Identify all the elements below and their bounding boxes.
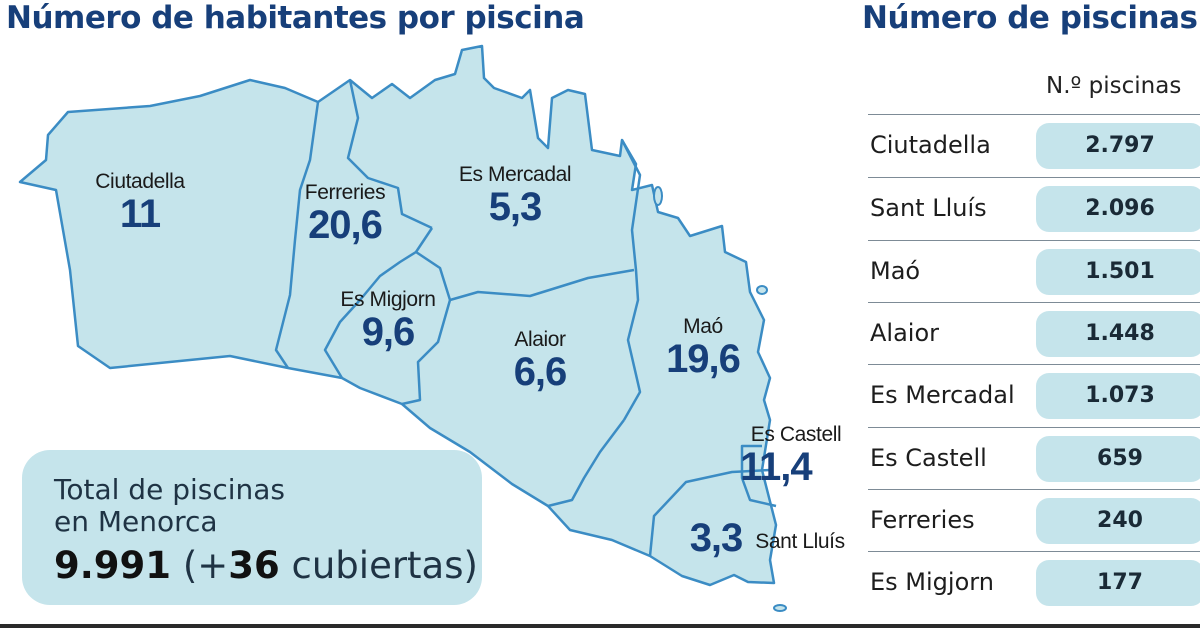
menorca-map <box>18 44 787 612</box>
label-es-castell: Es Castell 11,4 <box>740 423 852 487</box>
municipality-value: 9,6 <box>361 310 416 354</box>
border-mercadal-alaior <box>449 268 635 302</box>
table-row: Sant Lluís 2.096 <box>868 177 1200 240</box>
label-ferreries: Ferreries 20,6 <box>290 181 400 245</box>
row-pools: 659 <box>1036 436 1200 482</box>
row-pools: 1.501 <box>1036 249 1200 295</box>
label-es-mercadal: Es Mercadal 5,3 <box>440 163 590 227</box>
municipality-name: Es Castell <box>750 423 842 446</box>
table-title: Número de piscinas <box>862 0 1198 36</box>
map-title: Número de habitantes por piscina <box>6 0 585 36</box>
label-ciutadella: Ciutadella 11 <box>80 170 200 234</box>
table-row: Ferreries 240 <box>868 489 1200 552</box>
islet-north <box>653 186 663 206</box>
table-row: Es Mercadal 1.073 <box>868 364 1200 427</box>
municipality-name: Maó <box>683 315 723 338</box>
border-mercadal-mao <box>620 139 642 421</box>
table-row: Maó 1.501 <box>868 240 1200 303</box>
row-municipality: Es Migjorn <box>870 568 994 596</box>
total-label-line2: en Menorca <box>54 505 218 538</box>
island-outline <box>18 44 778 587</box>
label-mao: Maó 19,6 <box>648 315 758 379</box>
islet-east <box>756 285 768 295</box>
municipality-name: Ferreries <box>304 181 386 204</box>
municipality-value: 11,4 <box>740 445 813 489</box>
label-sant-lluis-name: Sant Lluís <box>752 530 848 554</box>
border-migjorn-west <box>323 227 434 379</box>
total-number: 9.991 <box>54 544 172 587</box>
municipality-value: 6,6 <box>513 350 568 394</box>
border-alaior-mao-south <box>547 419 625 508</box>
municipality-name: Es Mercadal <box>458 163 572 186</box>
row-municipality: Es Castell <box>870 444 987 472</box>
municipality-value: 20,6 <box>308 203 383 247</box>
label-es-migjorn: Es Migjorn 9,6 <box>328 288 448 352</box>
table-row: Es Castell 659 <box>868 427 1200 490</box>
row-pools: 2.096 <box>1036 186 1200 232</box>
row-municipality: Ciutadella <box>870 131 991 159</box>
islet-south <box>773 604 787 612</box>
municipality-value: 11 <box>119 192 161 236</box>
total-figure: 9.991 (+36 cubiertas) <box>54 546 478 586</box>
municipality-name: Alaior <box>514 328 566 351</box>
covered-text: cubiertas) <box>291 544 478 587</box>
total-pools-box: Total de piscinas en Menorca 9.991 (+36 … <box>22 450 482 605</box>
table-row: Es Migjorn 177 <box>868 551 1200 614</box>
covered-number: 36 <box>228 544 280 587</box>
row-municipality: Maó <box>870 257 921 285</box>
row-pools: 1.448 <box>1036 311 1200 357</box>
border-santlluis <box>648 468 771 557</box>
row-pools: 2.797 <box>1036 123 1200 169</box>
total-label-line1: Total de piscinas <box>54 473 285 506</box>
bottom-rule <box>0 624 1200 628</box>
municipality-value: 3,3 <box>689 516 744 560</box>
row-municipality: Alaior <box>870 319 940 347</box>
row-pools: 177 <box>1036 560 1200 606</box>
border-ciutadella-ferreries <box>274 101 320 369</box>
row-municipality: Es Mercadal <box>870 381 1015 409</box>
border-ferreries-mercadal <box>346 79 433 230</box>
row-pools: 240 <box>1036 498 1200 544</box>
table-row: Alaior 1.448 <box>868 302 1200 365</box>
border-migjorn-east <box>401 250 452 406</box>
municipality-value: 19,6 <box>666 337 741 381</box>
municipality-name: Es Migjorn <box>340 288 436 311</box>
label-alaior: Alaior 6,6 <box>480 328 600 392</box>
label-sant-lluis-value: 3,3 <box>676 518 756 558</box>
municipality-name: Ciutadella <box>95 170 185 193</box>
row-municipality: Ferreries <box>870 506 975 534</box>
municipality-value: 5,3 <box>488 185 543 229</box>
row-pools: 1.073 <box>1036 373 1200 419</box>
municipality-name: Sant Lluís <box>755 530 845 553</box>
row-municipality: Sant Lluís <box>870 194 987 222</box>
border-escastell <box>740 444 777 508</box>
column-header: N.º piscinas <box>1046 73 1182 99</box>
table-row: Ciutadella 2.797 <box>868 114 1200 177</box>
covered-paren: (+ <box>182 544 229 587</box>
